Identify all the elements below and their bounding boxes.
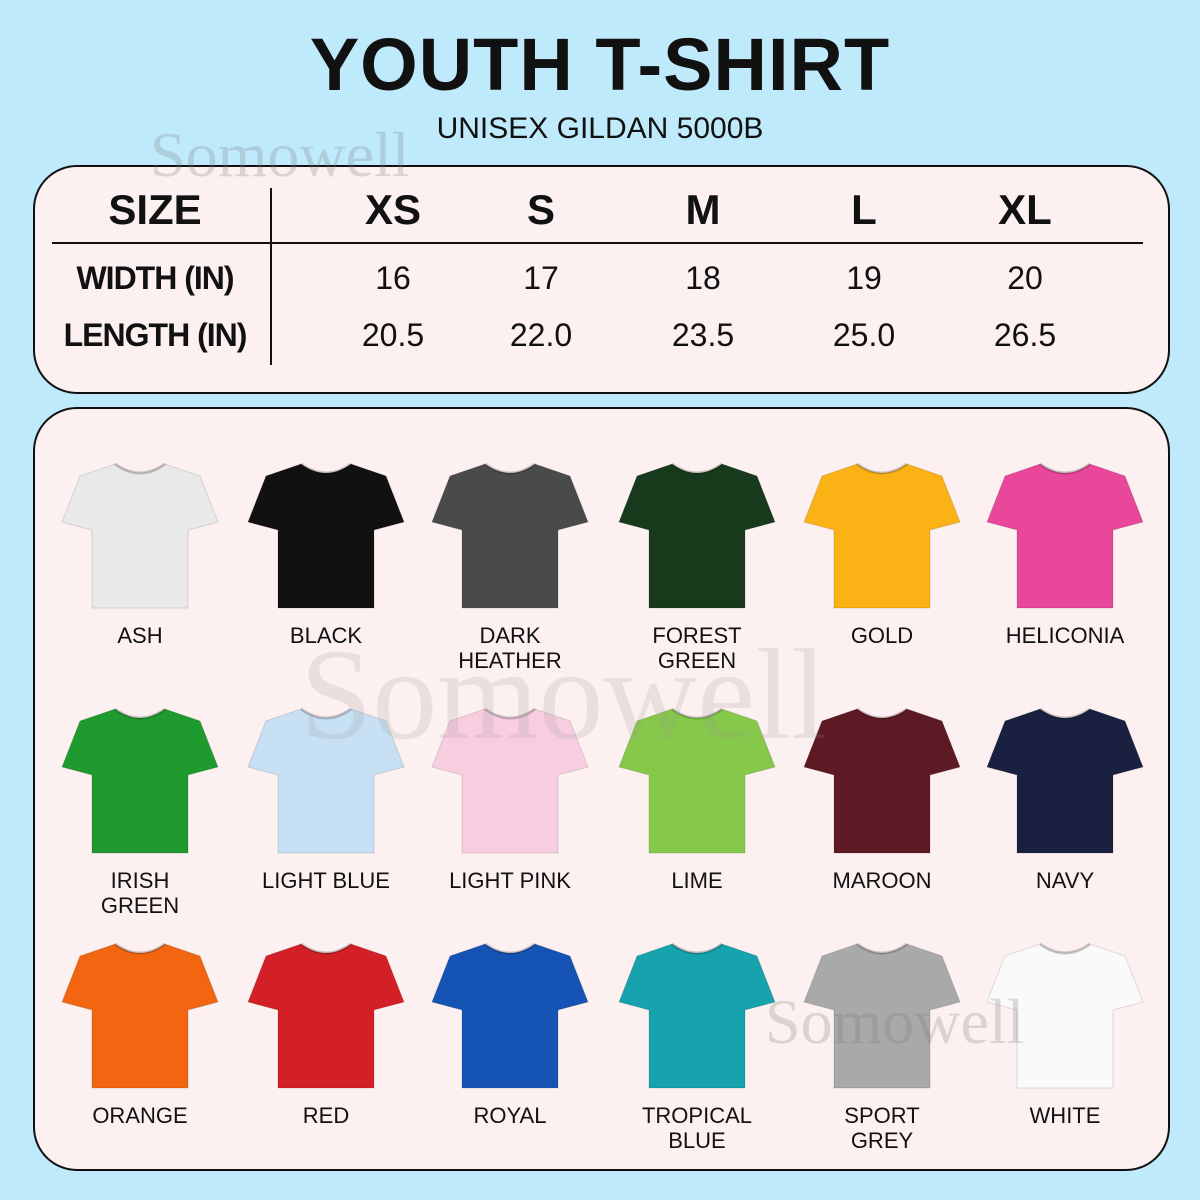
watermark-logo: Somowell xyxy=(300,623,828,767)
color-name-label: LIGHT BLUE xyxy=(262,868,390,893)
color-name-label: IRISH GREEN xyxy=(100,868,180,918)
measurement-value: 19 xyxy=(846,260,882,296)
color-name-label: NAVY xyxy=(1035,868,1095,893)
color-name-label: FOREST GREEN xyxy=(652,623,742,673)
size-column-header: XL xyxy=(998,186,1052,233)
tshirt-swatch-icon xyxy=(986,707,1144,854)
color-name-label: TROPICAL BLUE xyxy=(641,1103,753,1153)
tshirt-swatch-icon xyxy=(803,462,961,609)
tshirt-swatch-icon xyxy=(431,707,589,854)
tshirt-swatch-icon xyxy=(986,942,1144,1089)
color-name-label: MAROON xyxy=(832,868,932,893)
size-column-header: XS xyxy=(364,186,422,233)
tshirt-swatch-icon xyxy=(618,707,776,854)
color-name-label: WHITE xyxy=(1029,1103,1101,1128)
measurement-value: 23.5 xyxy=(671,317,735,353)
size-column-header: L xyxy=(851,186,877,233)
color-name-label: GOLD xyxy=(850,623,914,648)
color-name-label: ASH xyxy=(117,623,163,648)
row-label: WIDTH (IN) xyxy=(76,260,234,296)
color-name-label: LIME xyxy=(671,868,723,893)
color-name-label: BLACK xyxy=(289,623,363,648)
color-name-label: LIGHT PINK xyxy=(449,868,571,893)
color-name-label: RED xyxy=(302,1103,350,1128)
tshirt-swatch-icon xyxy=(986,462,1144,609)
row-label: LENGTH (IN) xyxy=(63,317,248,353)
measurement-value: 20.5 xyxy=(361,317,425,353)
measurement-value: 18 xyxy=(685,260,721,296)
measurement-value: 16 xyxy=(375,260,411,296)
color-swatch-panel xyxy=(33,407,1170,1171)
color-name-label: DARK HEATHER xyxy=(458,623,562,673)
measurement-value: 26.5 xyxy=(993,317,1057,353)
size-column-header: M xyxy=(685,186,721,233)
measurement-value: 20 xyxy=(1007,260,1043,296)
page-title: YOUTH T-SHIRT xyxy=(309,23,891,106)
watermark-logo: Somowell xyxy=(765,986,1025,1057)
color-name-label: ROYAL xyxy=(473,1103,547,1128)
size-header: SIZE xyxy=(108,186,202,233)
color-name-label: HELICONIA xyxy=(1005,623,1125,648)
tshirt-swatch-icon xyxy=(618,942,776,1089)
tshirt-swatch-icon xyxy=(61,707,219,854)
page-subtitle: UNISEX GILDAN 5000B xyxy=(436,112,764,145)
table-column-divider xyxy=(270,188,272,365)
color-name-label: ORANGE xyxy=(92,1103,188,1128)
measurement-value: 22.0 xyxy=(509,317,573,353)
measurement-value: 17 xyxy=(523,260,559,296)
size-column-header: S xyxy=(526,186,556,233)
tshirt-swatch-icon xyxy=(247,942,405,1089)
tshirt-swatch-icon xyxy=(61,462,219,609)
tshirt-swatch-icon xyxy=(431,462,589,609)
tshirt-swatch-icon xyxy=(803,942,961,1089)
tshirt-swatch-icon xyxy=(61,942,219,1089)
watermark-logo: Somowell xyxy=(150,119,410,190)
tshirt-swatch-icon xyxy=(803,707,961,854)
measurement-value: 25.0 xyxy=(832,317,896,353)
tshirt-swatch-icon xyxy=(431,942,589,1089)
table-header-divider xyxy=(52,242,1143,244)
tshirt-swatch-icon xyxy=(247,707,405,854)
tshirt-swatch-icon xyxy=(247,462,405,609)
tshirt-swatch-icon xyxy=(618,462,776,609)
size-table-panel xyxy=(33,165,1170,394)
color-name-label: SPORT GREY xyxy=(844,1103,920,1153)
